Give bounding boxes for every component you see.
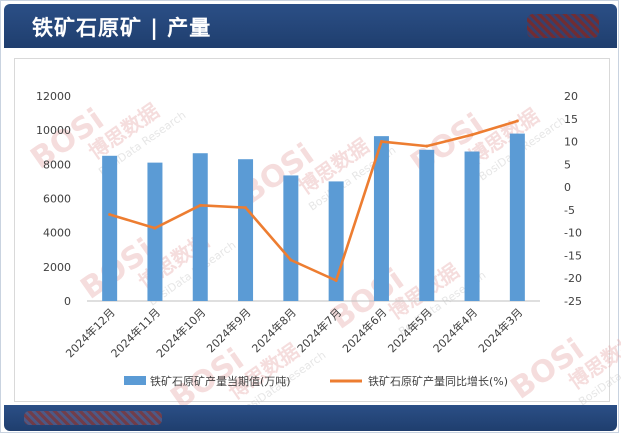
- bar: [147, 162, 163, 301]
- y-right-tick-label: 10: [564, 136, 578, 149]
- y-right-tick-label: -5: [564, 204, 575, 217]
- legend-bar-label: 铁矿石原矿产量当期值(万吨): [150, 374, 291, 388]
- legend-bar-swatch: [124, 376, 146, 385]
- y-left-tick-label: 8000: [43, 158, 71, 171]
- bar: [328, 181, 344, 301]
- y-right-tick-label: 15: [564, 113, 578, 126]
- y-right-tick-label: 20: [564, 90, 578, 103]
- line-layer: [108, 119, 519, 282]
- chart-title: 铁矿石原矿 | 产量: [32, 16, 212, 40]
- y-left-tick-label: 4000: [43, 227, 71, 240]
- legend-line-label: 铁矿石原矿产量同比增长(%): [368, 374, 508, 388]
- y-right-tick-label: -15: [564, 249, 582, 262]
- x-tick-label: 2024年10月: [153, 305, 208, 360]
- footer-bar: [4, 405, 617, 431]
- line-point: [198, 203, 202, 207]
- header-bar: 铁矿石原矿 | 产量: [4, 4, 617, 48]
- series-line: [109, 119, 518, 282]
- x-tick-label: 2024年7月: [294, 305, 344, 355]
- line-point: [334, 279, 338, 282]
- bar: [192, 153, 208, 301]
- y-left-tick-label: 10000: [36, 124, 71, 137]
- x-tick-label: 2024年3月: [475, 305, 525, 355]
- y-right-tick-label: 0: [564, 181, 571, 194]
- bars-layer: [102, 133, 525, 301]
- bar: [283, 175, 299, 301]
- y-right-tick-label: 5: [564, 158, 571, 171]
- y-left-tick-label: 12000: [36, 90, 71, 103]
- y-left-tick-label: 2000: [43, 261, 71, 274]
- footer-logo: [24, 411, 162, 425]
- bar: [419, 149, 435, 301]
- line-point: [108, 212, 112, 216]
- bar: [509, 133, 525, 301]
- y-right-tick-label: -20: [564, 272, 582, 285]
- brand-logo: [527, 14, 599, 38]
- line-point: [289, 258, 293, 262]
- line-point: [379, 140, 383, 144]
- bar: [238, 159, 254, 301]
- y-right-tick-label: -25: [564, 295, 582, 308]
- bar: [102, 155, 118, 301]
- bar: [464, 151, 480, 301]
- line-point: [244, 206, 248, 210]
- line-point: [153, 226, 157, 230]
- y-left-tick-label: 0: [64, 295, 71, 308]
- bar: [373, 136, 389, 301]
- line-point: [515, 119, 519, 123]
- legend: 铁矿石原矿产量当期值(万吨) 铁矿石原矿产量同比增长(%): [124, 374, 508, 388]
- y-right-tick-label: -10: [564, 227, 582, 240]
- line-point: [470, 133, 474, 137]
- y-left-tick-label: 6000: [43, 193, 71, 206]
- line-point: [425, 144, 429, 148]
